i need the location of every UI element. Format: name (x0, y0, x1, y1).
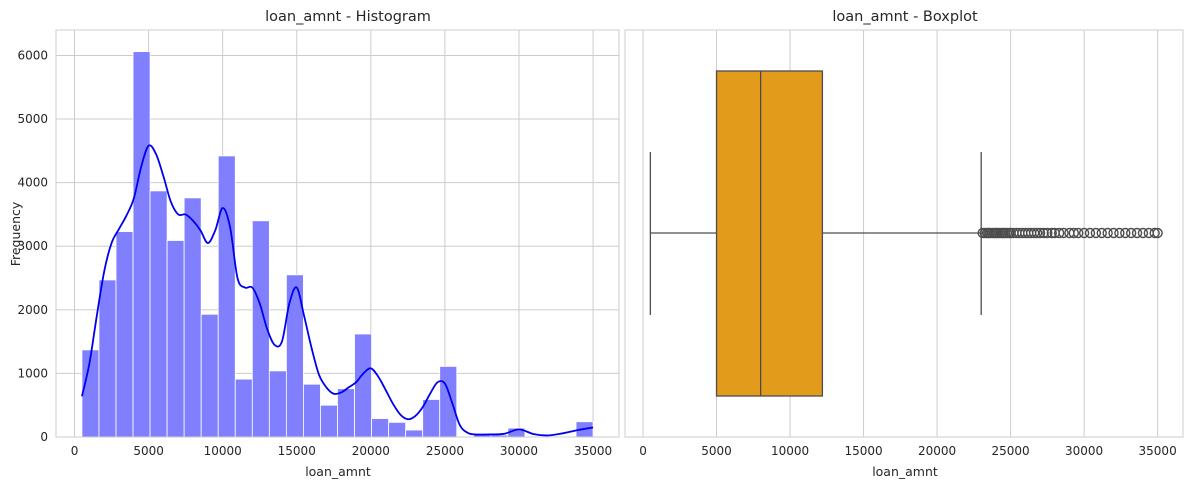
x-tick-label: 5000 (701, 444, 732, 458)
outlier-point (1114, 227, 1125, 239)
outlier-point (1053, 227, 1065, 239)
histogram-bar (268, 370, 287, 438)
boxplot-x-ticks: 0 5000 10000 15000 20000 25000 30000 35000 (639, 444, 1177, 458)
x-tick-label: 5000 (133, 444, 164, 458)
outlier-point (1120, 227, 1131, 239)
histogram-x-label: loan_amnt (305, 464, 371, 479)
y-tick-label: 1000 (17, 366, 48, 380)
outlier-point (1125, 227, 1137, 239)
x-tick-label: 0 (71, 444, 79, 458)
histogram-bar (200, 313, 219, 438)
x-tick-label: 30000 (1065, 444, 1103, 458)
x-tick-label: 25000 (426, 444, 464, 458)
x-tick-label: 10000 (771, 444, 809, 458)
outlier-point (1108, 227, 1119, 239)
histogram-bar (422, 399, 441, 438)
x-tick-label: 30000 (500, 444, 538, 458)
outlier-point (1068, 227, 1080, 239)
x-tick-label: 25000 (992, 444, 1030, 458)
histogram-bar (354, 333, 372, 438)
iqr-box (715, 70, 824, 397)
outlier-point (1078, 227, 1090, 239)
x-tick-label: 15000 (278, 444, 316, 458)
boxplot-title: loan_amnt - Boxplot (832, 9, 978, 25)
histogram-bar (166, 240, 185, 438)
outlier-point (1131, 227, 1143, 239)
outlier-point (1152, 227, 1163, 239)
boxplot-x-label: loan_amnt (872, 464, 938, 479)
y-tick-label: 4000 (17, 176, 48, 190)
y-tick-label: 2000 (17, 303, 48, 317)
y-tick-label: 6000 (17, 48, 48, 62)
histogram-bar (217, 155, 236, 438)
outlier-point (1038, 227, 1049, 239)
kde-curve (81, 144, 594, 437)
histogram-bar (388, 421, 407, 438)
boxplot-marks (649, 70, 1163, 397)
x-tick-label: 35000 (1139, 444, 1177, 458)
y-tick-label: 5000 (17, 112, 48, 126)
outlier-point (1031, 227, 1043, 239)
histogram-bar (303, 383, 321, 438)
outlier-point (1090, 227, 1102, 239)
histogram-frame (55, 29, 620, 438)
histogram-bar (115, 231, 134, 438)
histogram-bar (81, 349, 100, 438)
outlier-point (1137, 227, 1149, 239)
outlier-point (1034, 227, 1046, 239)
outlier-point (1102, 227, 1113, 239)
x-tick-label: 35000 (574, 444, 612, 458)
histogram-bar (183, 197, 202, 438)
histogram-bar (149, 190, 168, 438)
histogram-bar (439, 366, 458, 438)
histogram-y-label: Frequency (8, 201, 23, 266)
x-tick-label: 20000 (918, 444, 956, 458)
histogram-title: loan_amnt - Histogram (265, 9, 431, 25)
outlier-point (1149, 227, 1160, 239)
x-tick-label: 0 (639, 444, 647, 458)
outlier-point (1058, 227, 1069, 239)
outlier-point (1084, 227, 1096, 239)
y-tick-label: 3000 (17, 239, 48, 253)
x-tick-label: 15000 (844, 444, 882, 458)
boxplot-panel: loan_amnt - Boxplot 0 5000 10000 15000 20000… (624, 9, 1184, 479)
x-tick-label: 10000 (204, 444, 242, 458)
histogram-bar (234, 378, 253, 438)
histogram-bar (320, 404, 338, 438)
histogram-bar (98, 279, 117, 438)
histogram-panel: loan_amnt - Histogram 0 5000 10000 15000 200… (8, 9, 620, 479)
boxplot-frame (624, 29, 1184, 438)
histogram-x-ticks: 0 5000 10000 15000 20000 25000 30000 35000 (71, 444, 612, 458)
histogram-bar (132, 51, 151, 438)
histogram-bar (337, 388, 355, 438)
outlier-point (1073, 227, 1084, 239)
histogram-y-ticks: 0 1000 2000 3000 4000 5000 6000 (17, 48, 48, 444)
x-tick-label: 20000 (352, 444, 390, 458)
outlier-point (1046, 227, 1057, 239)
y-tick-label: 0 (40, 430, 48, 444)
outlier-point (1042, 227, 1053, 239)
histogram-bar (405, 429, 424, 438)
histogram-bar (371, 418, 390, 438)
outlier-point (1096, 227, 1107, 239)
